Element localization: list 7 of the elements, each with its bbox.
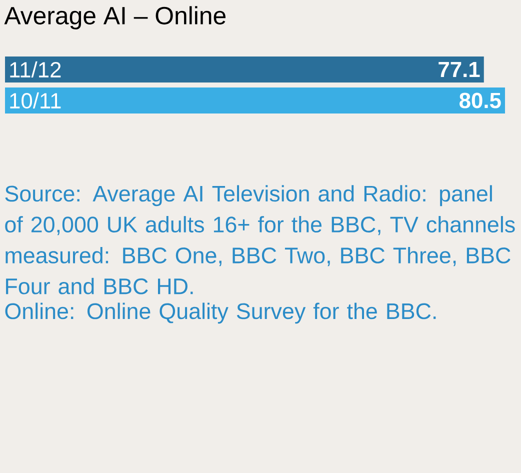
text: Online: Online Quality Survey for the BBC. — [5, 302, 436, 324]
y-tick-label: 11/12 — [10, 61, 61, 78]
chart-title: Average AI – Online — [4, 6, 226, 30]
source-note: Source: Average AI Television and Radio: panel of 20,000 UK adults 16+ for the BBC, TV channels measured: BBC One, BBC Two, BBC Three, BBC Four and BBC HD. — [5, 185, 515, 294]
data-label: 80.5 — [460, 92, 501, 108]
y-tick-label: 10/11 — [10, 92, 61, 109]
data-label: 77.1 — [438, 62, 480, 78]
